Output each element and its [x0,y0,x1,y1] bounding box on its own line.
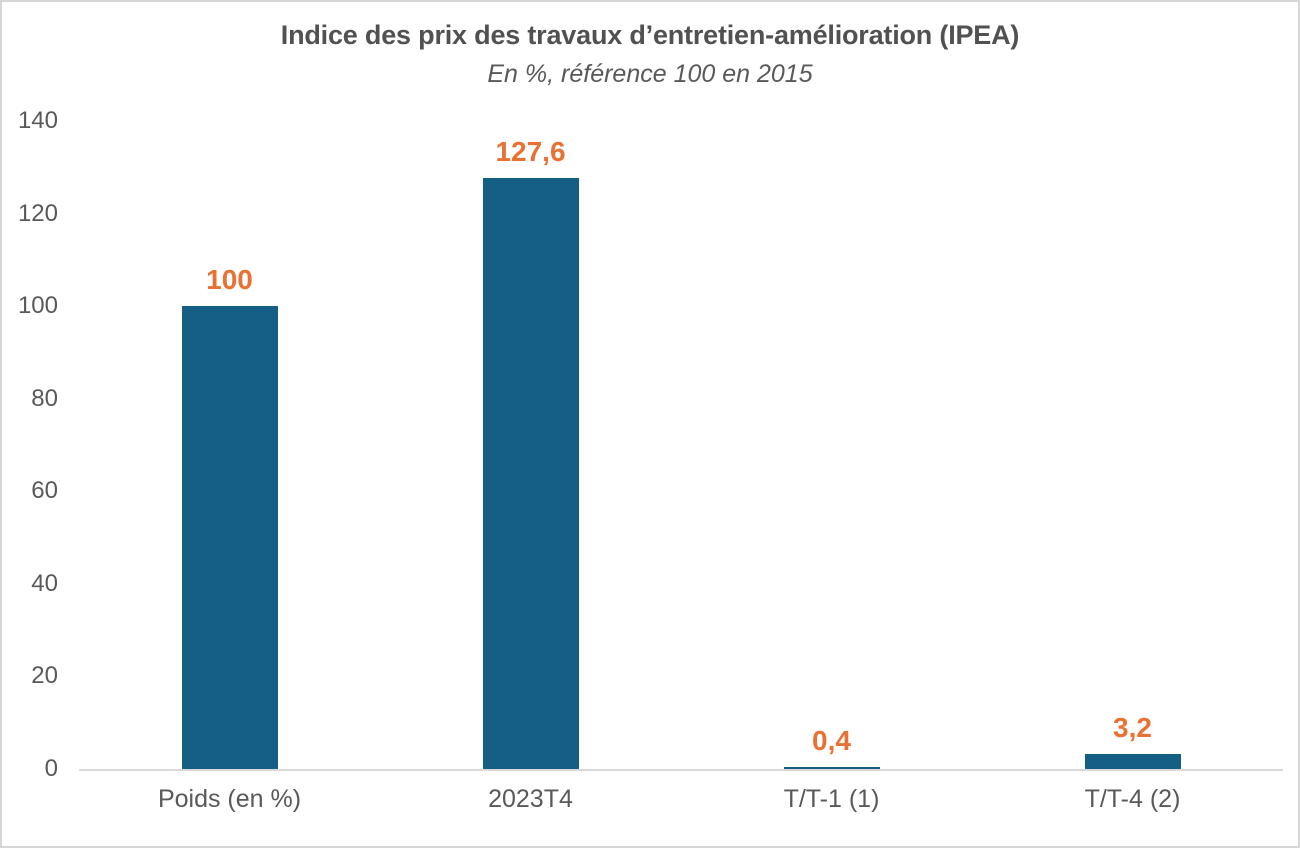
chart-subtitle: En %, référence 100 en 2015 [487,60,813,88]
chart-title: Indice des prix des travaux d’entretien-… [280,20,1020,50]
y-axis-tick-label: 40 [31,569,58,597]
bar [783,767,880,769]
bar-value-label: 100 [206,264,253,295]
x-axis-category-label: Poids (en %) [157,785,302,813]
x-axis-category-label: T/T-4 (2) [1084,785,1181,813]
bar-value-label: 3,2 [1113,712,1152,743]
bar [181,306,278,769]
y-axis-tick-label: 120 [17,199,58,227]
bar-value-label: 0,4 [812,725,851,756]
y-axis-tick-label: 20 [31,662,58,690]
x-axis-category-label: T/T-1 (1) [783,785,880,813]
plot-area: 100 Poids (en %) 127,6 2023T4 0,4 T/T-1 (1) 3,… [79,121,1283,813]
y-axis-tick-label: 140 [17,107,58,134]
bar-value-label: 127,6 [495,136,566,167]
y-axis-tick-label: 80 [31,384,58,412]
y-axis-tick-label: 0 [44,755,58,782]
x-axis-category-label: 2023T4 [488,785,573,813]
bar [482,178,579,769]
y-axis-tick-label: 60 [31,477,58,505]
y-axis-tick-label: 100 [17,292,58,320]
bar [1084,754,1181,769]
